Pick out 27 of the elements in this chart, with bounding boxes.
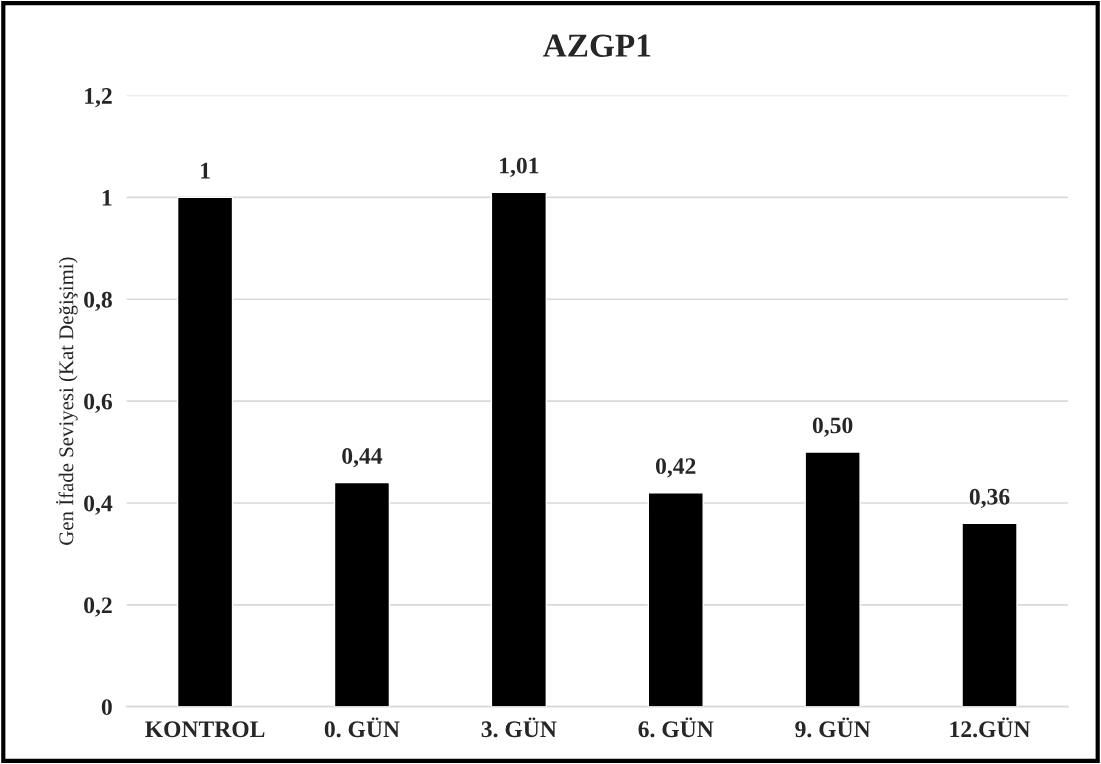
y-tick-label: 0,8 [84,291,112,312]
y-tick-label: 0 [101,699,112,716]
bar [176,196,234,707]
y-tick-label: 1 [102,189,112,206]
x-tick-label: 0. GÜN [324,717,400,738]
x-tick-label: 12.GÜN [950,717,1031,738]
y-tick-label: 0,6 [84,393,113,413]
x-tick-label: 6. GÜN [638,717,714,738]
chart-title: AZGP1 [542,34,651,57]
y-tick-label: 0,4 [84,495,113,515]
y-tick-label: 0,2 [84,597,112,617]
data-label: 0,42 [655,458,696,478]
data-label: 1,01 [500,157,539,178]
x-tick-label: 9. GÜN [795,717,871,738]
data-label: 1 [201,162,210,179]
data-label: 0,36 [969,488,1010,509]
data-label: 0,44 [342,447,383,468]
bar [804,451,861,707]
bar [490,191,547,707]
bar [333,481,391,707]
bar [961,522,1018,707]
y-axis-title: Gen İfade Seviyesi (Kat Değişimi) [56,257,78,545]
x-tick-label: 3. GÜN [481,717,557,738]
bar [647,492,704,707]
y-tick-label: 1,2 [85,88,112,108]
data-label: 0,50 [812,417,853,437]
x-tick-label: KONTROL [145,721,265,738]
